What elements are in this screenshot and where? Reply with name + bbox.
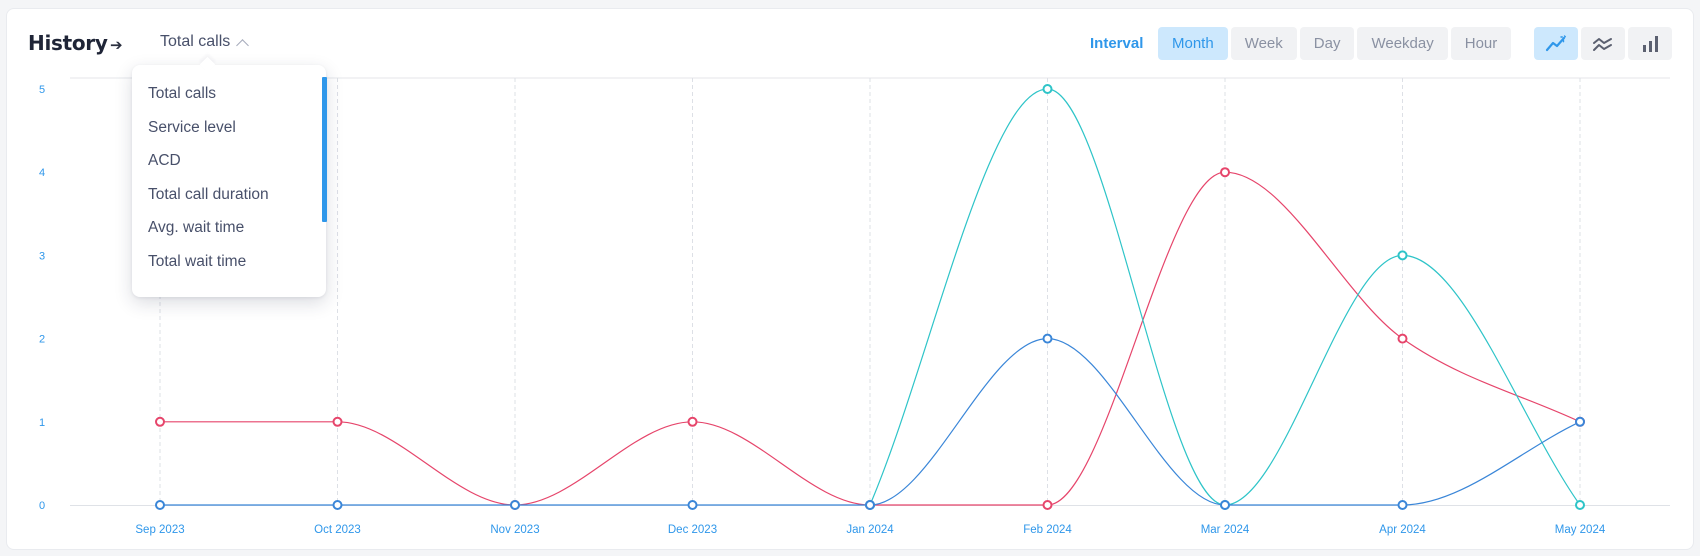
dropdown-item-service-level[interactable]: Service level: [148, 118, 236, 136]
interval-day-button[interactable]: Day: [1299, 27, 1355, 60]
data-point[interactable]: [687, 416, 698, 427]
data-point[interactable]: [1220, 167, 1230, 178]
x-tick-label: Apr 2024: [1379, 524, 1426, 536]
y-tick-label: 5: [39, 84, 45, 96]
metric-dropdown-list: Total calls Service level ACD Total call…: [132, 77, 322, 279]
y-tick-label: 2: [39, 334, 45, 346]
bar-chart-button[interactable]: [1628, 27, 1672, 60]
dropdown-scrollbar[interactable]: [322, 77, 327, 222]
data-point[interactable]: [1220, 500, 1230, 510]
x-tick-label: Dec 2023: [668, 524, 717, 536]
series-line: [869, 88, 1581, 506]
x-tick-label: Nov 2023: [490, 524, 539, 536]
interval-label: Interval: [1090, 35, 1144, 52]
data-point[interactable]: [687, 500, 698, 510]
y-tick-label: 0: [39, 500, 45, 512]
metric-select-value: Total calls: [160, 33, 231, 50]
bar-chart-icon: [1643, 35, 1658, 52]
data-point[interactable]: [1397, 500, 1408, 510]
data-point[interactable]: [865, 500, 875, 510]
x-tick-label: Sep 2023: [135, 524, 184, 536]
data-point[interactable]: [1575, 500, 1585, 510]
x-tick-label: Jan 2024: [846, 524, 894, 536]
interval-toggle-group: Month Week Day Weekday Hour: [1158, 27, 1512, 60]
area-chart-button[interactable]: [1581, 27, 1625, 60]
metric-dropdown: Total calls Service level ACD Total call…: [132, 56, 327, 297]
chart-type-toggle-group: [1534, 27, 1672, 60]
data-point[interactable]: [155, 416, 165, 427]
data-point[interactable]: [1397, 250, 1408, 261]
data-point[interactable]: [155, 500, 165, 510]
series-line: [160, 337, 1581, 506]
page-title: History: [28, 31, 108, 55]
dropdown-item-avg-wait-time[interactable]: Avg. wait time: [148, 219, 245, 237]
y-tick-label: 4: [39, 167, 45, 179]
data-point[interactable]: [332, 500, 343, 510]
data-point[interactable]: [510, 500, 520, 510]
dropdown-item-total-calls[interactable]: Total calls: [148, 85, 217, 102]
data-point[interactable]: [1042, 84, 1053, 94]
x-tick-label: Mar 2024: [1201, 524, 1250, 536]
dropdown-item-total-wait-time[interactable]: Total wait time: [148, 252, 247, 270]
arrow-right-icon[interactable]: ➔: [110, 37, 123, 54]
x-tick-label: Feb 2024: [1023, 524, 1072, 536]
data-point[interactable]: [1042, 500, 1053, 510]
y-tick-label: 3: [39, 250, 45, 262]
data-point[interactable]: [1575, 416, 1585, 427]
y-tick-label: 1: [39, 417, 45, 429]
interval-month-button[interactable]: Month: [1158, 27, 1228, 60]
dropdown-item-acd[interactable]: ACD: [148, 152, 181, 170]
interval-week-button[interactable]: Week: [1230, 27, 1297, 60]
metric-select[interactable]: Total calls: [160, 33, 250, 52]
x-tick-label: Oct 2023: [314, 524, 361, 536]
interval-weekday-button[interactable]: Weekday: [1357, 27, 1448, 60]
data-point[interactable]: [1042, 333, 1053, 344]
data-point[interactable]: [1397, 333, 1408, 344]
area-chart-icon: [1593, 37, 1612, 51]
chevron-up-icon: [236, 38, 250, 52]
x-tick-label: May 2024: [1555, 524, 1606, 536]
interval-hour-button[interactable]: Hour: [1450, 27, 1512, 60]
line-chart-button[interactable]: [1534, 27, 1578, 60]
series-line: [160, 171, 1581, 506]
line-chart-icon: [1545, 34, 1566, 51]
data-point[interactable]: [332, 416, 343, 427]
dropdown-item-total-call-duration[interactable]: Total call duration: [148, 185, 269, 203]
